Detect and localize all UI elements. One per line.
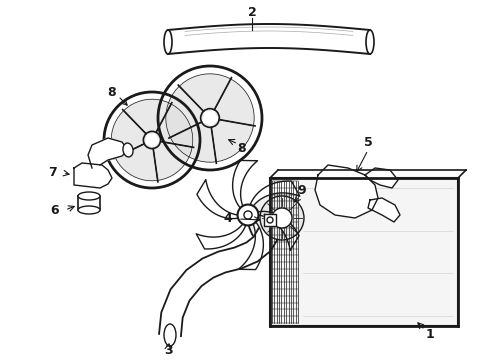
Text: 2: 2 [247, 5, 256, 18]
Text: 7: 7 [48, 166, 56, 179]
Polygon shape [153, 141, 192, 180]
Text: 5: 5 [364, 135, 372, 149]
Polygon shape [159, 228, 277, 336]
Polygon shape [315, 165, 378, 218]
Polygon shape [111, 111, 146, 158]
Polygon shape [179, 74, 231, 111]
Ellipse shape [164, 324, 176, 346]
Circle shape [267, 217, 273, 223]
Polygon shape [368, 198, 400, 222]
Polygon shape [156, 104, 193, 147]
Polygon shape [88, 138, 128, 168]
Text: 4: 4 [223, 212, 232, 225]
Polygon shape [197, 180, 238, 219]
Polygon shape [233, 161, 258, 208]
Polygon shape [166, 86, 203, 138]
Text: 8: 8 [238, 141, 246, 154]
Circle shape [260, 196, 304, 240]
Polygon shape [115, 144, 158, 181]
Polygon shape [264, 214, 276, 226]
Polygon shape [258, 211, 299, 251]
Polygon shape [74, 163, 112, 188]
Polygon shape [365, 168, 398, 188]
Polygon shape [215, 79, 254, 126]
Circle shape [272, 208, 292, 228]
Text: 8: 8 [108, 86, 116, 99]
Polygon shape [211, 120, 253, 162]
Circle shape [238, 204, 258, 225]
Ellipse shape [123, 143, 133, 157]
Text: 3: 3 [164, 343, 172, 356]
Polygon shape [239, 222, 264, 270]
Polygon shape [123, 99, 171, 134]
Polygon shape [250, 181, 300, 206]
Ellipse shape [78, 206, 100, 214]
Text: 9: 9 [298, 184, 306, 197]
Circle shape [248, 184, 316, 252]
Ellipse shape [78, 192, 100, 200]
Polygon shape [196, 224, 246, 249]
Circle shape [244, 211, 252, 219]
Ellipse shape [366, 30, 374, 54]
Ellipse shape [164, 30, 172, 54]
Bar [298, 181, 455, 323]
Text: 6: 6 [50, 203, 59, 216]
Polygon shape [78, 196, 100, 210]
Bar [270, 178, 458, 326]
Polygon shape [170, 122, 216, 162]
Text: 1: 1 [426, 328, 434, 342]
